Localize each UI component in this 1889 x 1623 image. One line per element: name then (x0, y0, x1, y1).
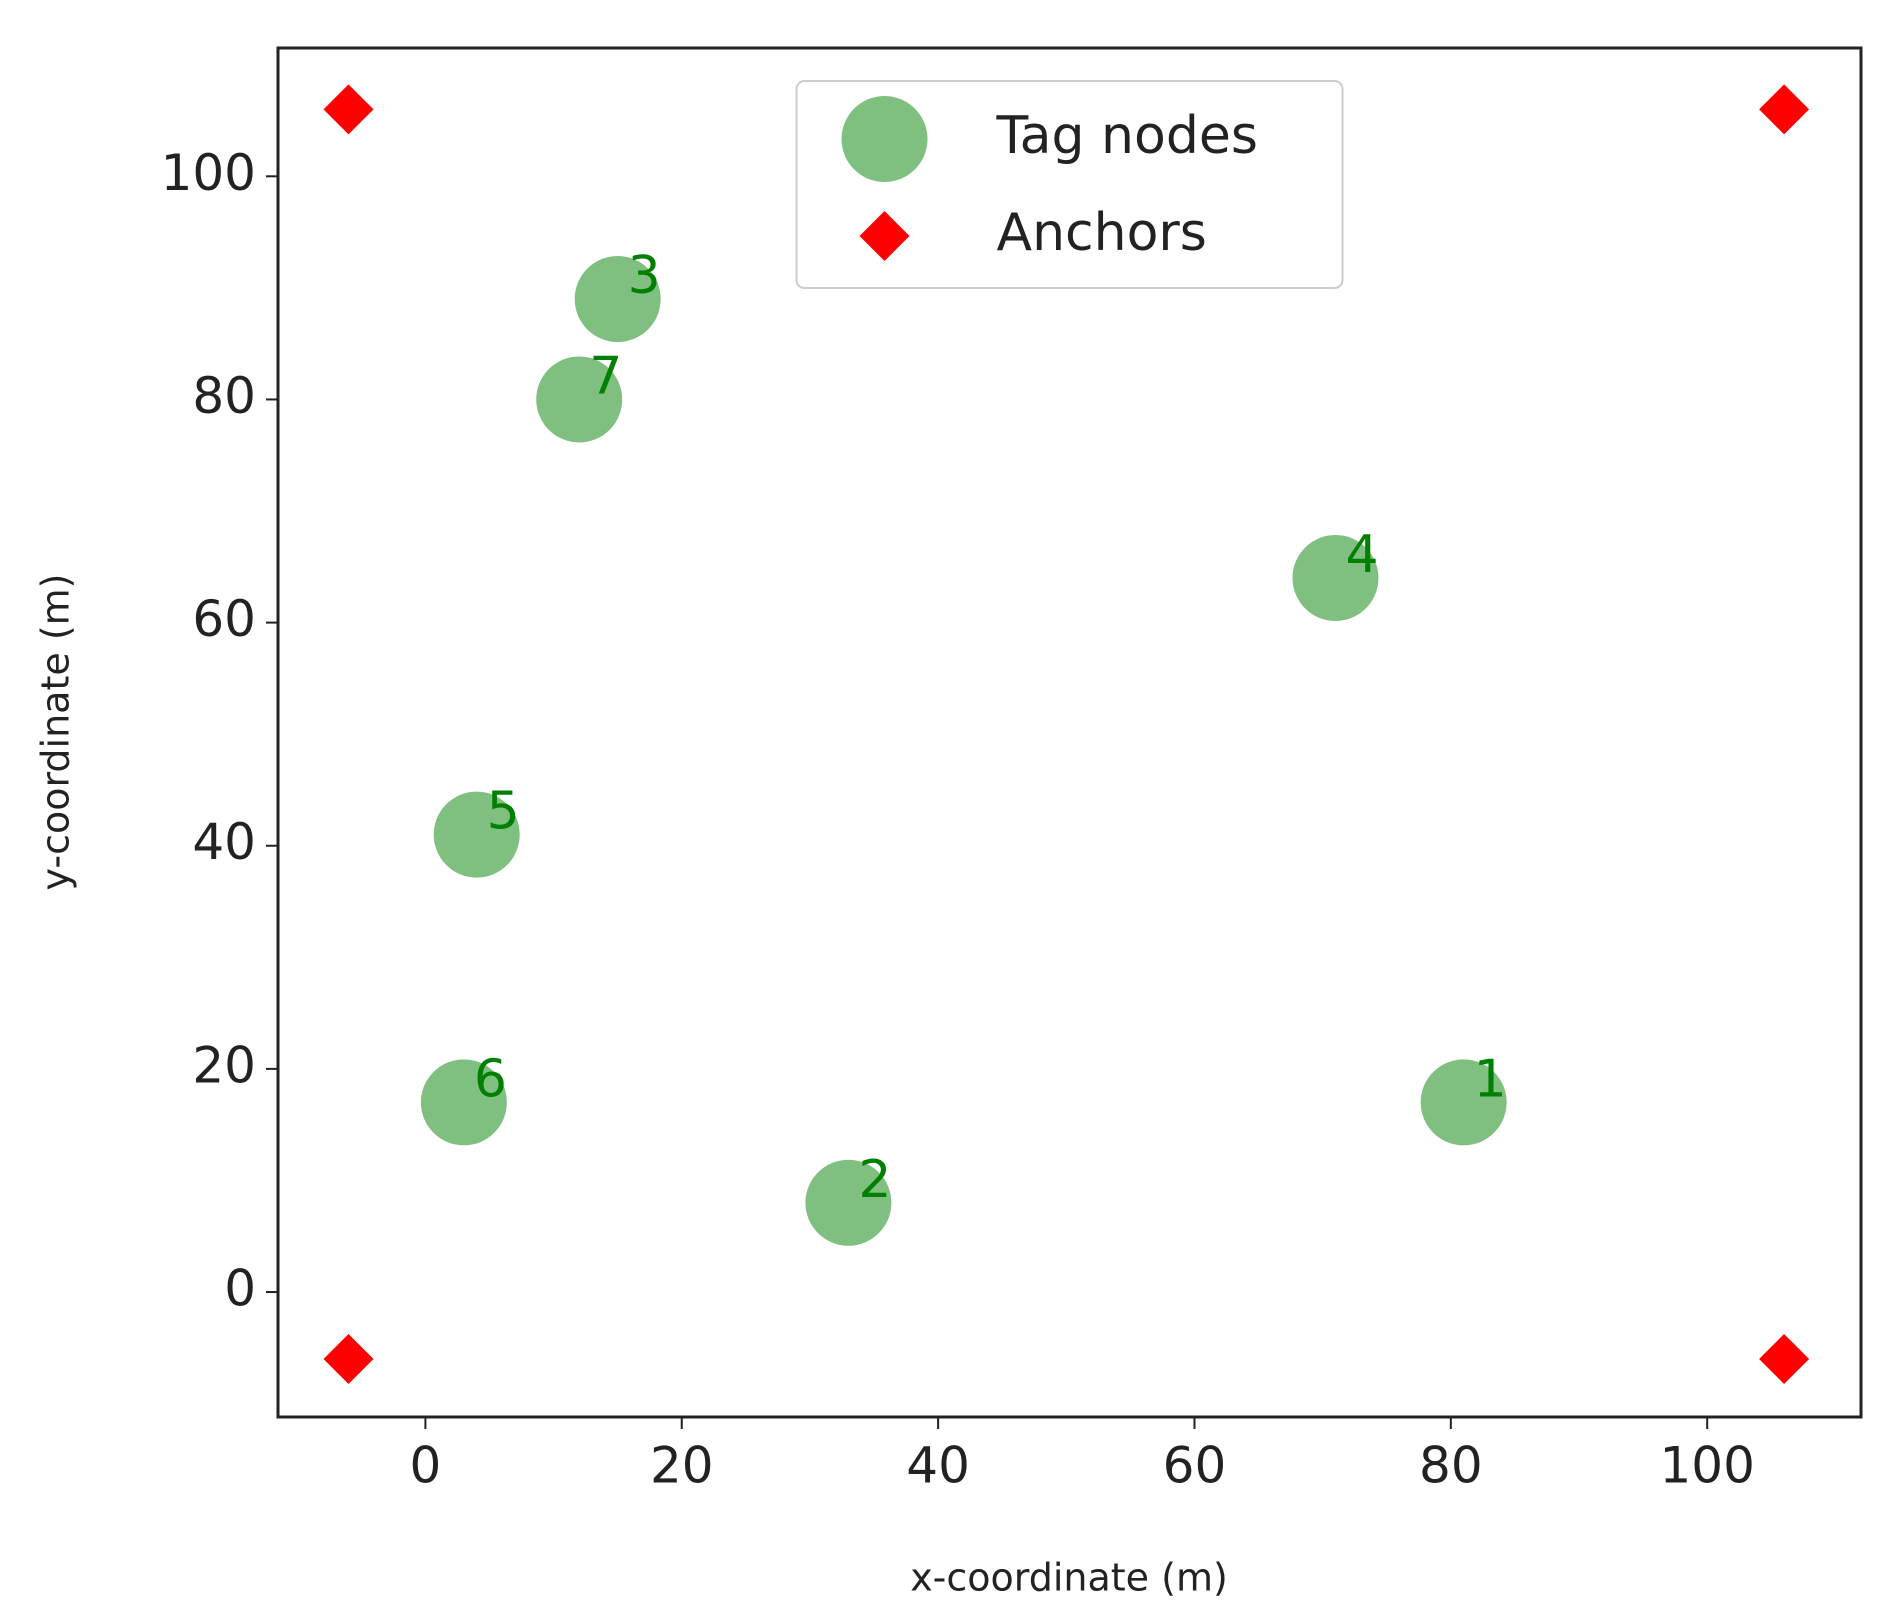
point-label: 2 (858, 1150, 891, 1210)
x-axis-label: x-coordinate (m) (910, 1556, 1228, 1600)
anchor (1759, 84, 1810, 135)
tag-node (536, 356, 623, 443)
x-tick-label: 20 (650, 1437, 714, 1495)
y-tick-label: 40 (192, 813, 256, 871)
point-label: 7 (589, 346, 622, 406)
anchor (323, 84, 374, 135)
legend-label: Anchors (997, 203, 1207, 263)
x-tick-label: 40 (906, 1437, 970, 1495)
y-tick-label: 20 (192, 1036, 256, 1094)
tag-node (574, 256, 661, 343)
legend-label: Tag nodes (996, 106, 1258, 166)
tag-node (805, 1159, 892, 1246)
tag-node (1420, 1059, 1507, 1146)
axes-frame (276, 46, 1863, 1419)
y-tick-label: 60 (192, 590, 256, 648)
y-tick-label: 100 (161, 144, 256, 202)
y-axis-label: y-coordinate (m) (34, 574, 78, 891)
x-tick-label: 100 (1659, 1437, 1754, 1495)
point-label: 5 (487, 782, 520, 842)
y-tick-label: 0 (224, 1260, 256, 1318)
x-tick-label: 0 (409, 1437, 441, 1495)
tag-node (433, 791, 520, 878)
point-label: 3 (628, 246, 661, 306)
x-tick-label: 80 (1419, 1437, 1483, 1495)
legend-box (795, 80, 1344, 289)
legend-marker (859, 211, 910, 261)
point-label: 1 (1474, 1049, 1507, 1109)
y-tick-label: 80 (192, 367, 256, 425)
anchor (323, 1333, 374, 1384)
tag-node (420, 1059, 507, 1146)
legend-marker (841, 96, 928, 182)
tag-node (1292, 534, 1379, 621)
point-label: 4 (1345, 525, 1378, 585)
anchor (1759, 1333, 1810, 1384)
point-label: 6 (474, 1049, 507, 1109)
x-tick-label: 60 (1163, 1437, 1227, 1495)
